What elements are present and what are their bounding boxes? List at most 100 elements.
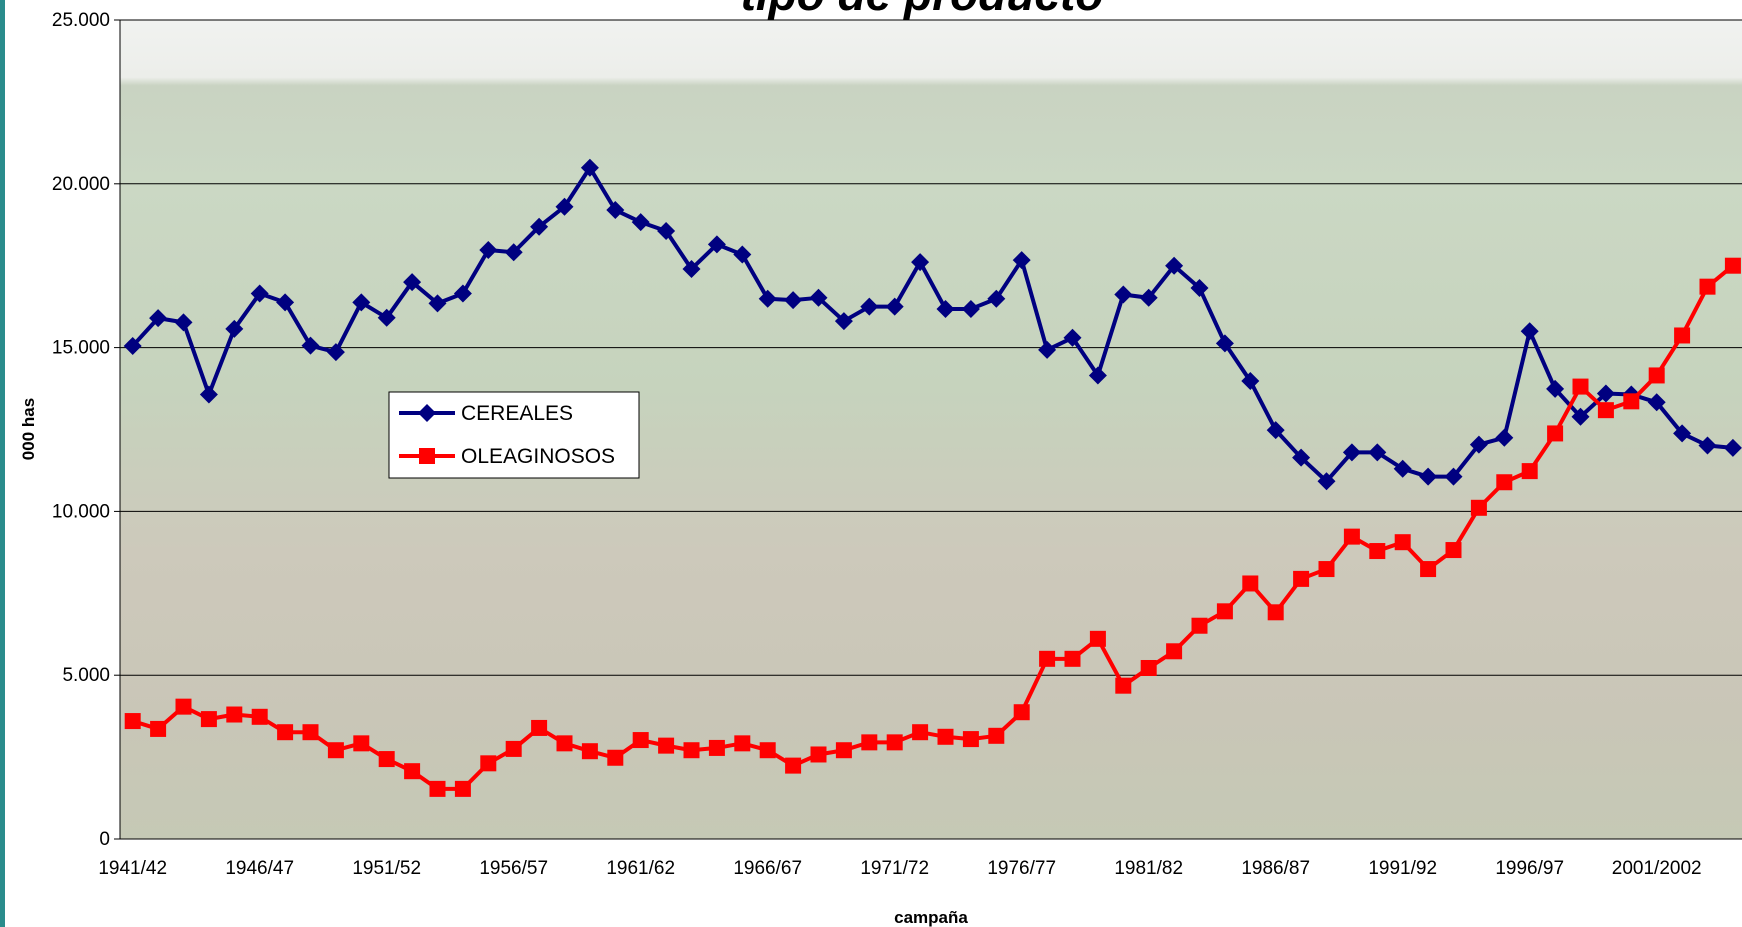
point [1547, 425, 1564, 442]
point [1063, 328, 1082, 347]
x-tick-label: 2001/2002 [1612, 858, 1702, 879]
x-tick-label: 1941/42 [98, 858, 167, 879]
point [886, 734, 903, 751]
point [784, 291, 803, 310]
point [480, 755, 497, 772]
point [1139, 288, 1158, 307]
point [123, 336, 142, 355]
point [530, 217, 549, 236]
legend-marker [419, 448, 435, 464]
point [1597, 402, 1614, 419]
point [1165, 256, 1184, 275]
y-tick-label: 20.000 [52, 174, 110, 195]
x-tick-label: 1956/57 [479, 858, 548, 879]
point [1140, 659, 1157, 676]
point [1038, 340, 1057, 359]
point [1623, 393, 1640, 410]
point [1241, 372, 1260, 391]
point [378, 751, 395, 768]
point [403, 273, 422, 292]
point [199, 385, 218, 404]
legend-label: CEREALES [461, 402, 573, 425]
point [1596, 384, 1615, 403]
point [505, 740, 522, 757]
point [429, 780, 446, 797]
point [912, 724, 929, 741]
x-tick-label: 1946/47 [225, 858, 294, 879]
point [1166, 643, 1183, 660]
point [1520, 322, 1539, 341]
point [759, 742, 776, 759]
point [1012, 251, 1031, 270]
point [936, 299, 955, 318]
point [1444, 467, 1463, 486]
point [885, 297, 904, 316]
x-tick-label: 1991/92 [1368, 858, 1437, 879]
point [683, 742, 700, 759]
point [556, 735, 573, 752]
point [301, 336, 320, 355]
point [1470, 499, 1487, 516]
point [1191, 617, 1208, 634]
frame-edge [0, 0, 5, 927]
point [1343, 528, 1360, 545]
point [504, 243, 523, 262]
point [1420, 561, 1437, 578]
legend-marker [418, 404, 436, 422]
point [1064, 650, 1081, 667]
point [1647, 393, 1666, 412]
point [326, 343, 345, 362]
point [1394, 534, 1411, 551]
x-tick-label: 1951/52 [352, 858, 421, 879]
point [658, 737, 675, 754]
point [987, 289, 1006, 308]
point [1089, 630, 1106, 647]
point [149, 309, 168, 328]
legend-label: OLEAGINOSOS [461, 445, 615, 468]
point [580, 158, 599, 177]
point [1317, 472, 1336, 491]
plot-background [120, 20, 1742, 839]
point [835, 742, 852, 759]
point [682, 259, 701, 278]
point [1521, 463, 1538, 480]
point [809, 288, 828, 307]
point [276, 293, 295, 312]
point [1723, 438, 1742, 457]
y-tick-label: 10.000 [52, 501, 110, 522]
point [1698, 436, 1717, 455]
point [1013, 704, 1030, 721]
point [1115, 677, 1132, 694]
point [377, 308, 396, 327]
point [1292, 448, 1311, 467]
x-axis-label: campaña [894, 908, 968, 927]
point [174, 313, 193, 332]
point [428, 294, 447, 313]
point [1495, 428, 1514, 447]
point [250, 284, 269, 303]
point [1445, 542, 1462, 559]
point [175, 698, 192, 715]
point [1674, 327, 1691, 344]
point [1266, 421, 1285, 440]
point [453, 284, 472, 303]
series-line [131, 165, 1734, 484]
point [1216, 603, 1233, 620]
point [988, 727, 1005, 744]
point [707, 235, 726, 254]
point [657, 221, 676, 240]
y-axis-label: 000 has [19, 398, 38, 460]
point [277, 724, 294, 741]
point [1368, 443, 1387, 462]
point [1039, 650, 1056, 667]
point [251, 708, 268, 725]
point [479, 240, 498, 259]
point [758, 289, 777, 308]
point [302, 724, 319, 741]
point [1724, 257, 1741, 274]
point [734, 735, 751, 752]
point [1699, 278, 1716, 295]
series-line [132, 264, 1735, 791]
